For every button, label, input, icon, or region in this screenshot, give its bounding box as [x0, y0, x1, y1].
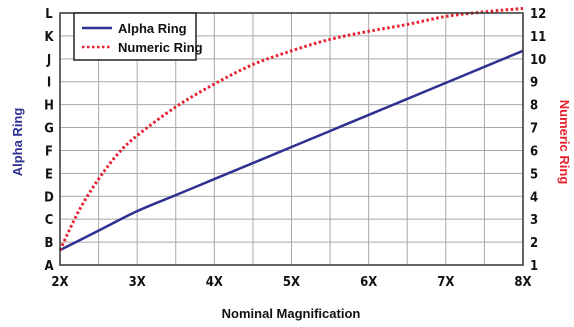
x-tick-labels: 2X 3X 4X 5X 6X 7X 8X — [51, 275, 531, 290]
y-right-tick-label: 2 — [530, 236, 538, 251]
x-tick-label: 6X — [360, 275, 377, 290]
x-axis-label: Nominal Magnification — [222, 306, 361, 321]
y-left-tick-label: H — [44, 99, 54, 114]
y-left-tick-label: G — [44, 122, 54, 137]
legend-box — [73, 12, 197, 61]
y-right-tick-label: 11 — [530, 30, 546, 45]
y-right-tick-label: 6 — [530, 144, 538, 159]
series-line-numeric-ring — [58, 6, 524, 251]
y-left-tick-label: C — [45, 213, 54, 228]
y-left-tick-label: F — [45, 144, 53, 159]
x-tick-label: 3X — [129, 275, 146, 290]
series-line-alpha-ring — [59, 49, 524, 252]
plot-frame — [59, 12, 524, 266]
y-left-tick-label: J — [46, 53, 51, 68]
y-left-tick-label: A — [44, 259, 53, 274]
y-right-tick-label: 7 — [530, 122, 538, 137]
y-left-tick-label: D — [44, 190, 54, 205]
y-left-tick-label: L — [45, 7, 53, 22]
grid — [60, 13, 523, 265]
y-left-tick-label: K — [44, 30, 54, 45]
y-right-tick-label: 4 — [530, 190, 538, 205]
x-tick-label: 8X — [514, 275, 531, 290]
x-tick-label: 4X — [206, 275, 223, 290]
y-right-tick-label: 5 — [530, 167, 538, 182]
x-tick-label: 7X — [437, 275, 454, 290]
legend: Alpha Ring Numeric Ring — [73, 12, 203, 61]
y-right-tick-label: 3 — [530, 213, 538, 228]
y-right-axis-label: Numeric Ring — [557, 100, 572, 185]
legend-label-numeric-ring: Numeric Ring — [118, 40, 203, 55]
y-left-tick-label: I — [47, 76, 51, 91]
legend-label-alpha-ring: Alpha Ring — [118, 21, 187, 36]
series-layer — [58, 6, 524, 252]
y-left-tick-label: B — [45, 236, 54, 251]
x-tick-label: 5X — [283, 275, 300, 290]
x-tick-label: 2X — [51, 275, 68, 290]
y-left-axis-label: Alpha Ring — [10, 108, 25, 177]
y-right-tick-label: 12 — [530, 7, 546, 22]
y-left-tick-label: E — [45, 167, 53, 182]
y-right-tick-label: 8 — [530, 99, 538, 114]
y-right-tick-label: 1 — [530, 259, 538, 274]
y-right-tick-label: 9 — [530, 76, 538, 91]
y-right-tick-label: 10 — [530, 53, 546, 68]
